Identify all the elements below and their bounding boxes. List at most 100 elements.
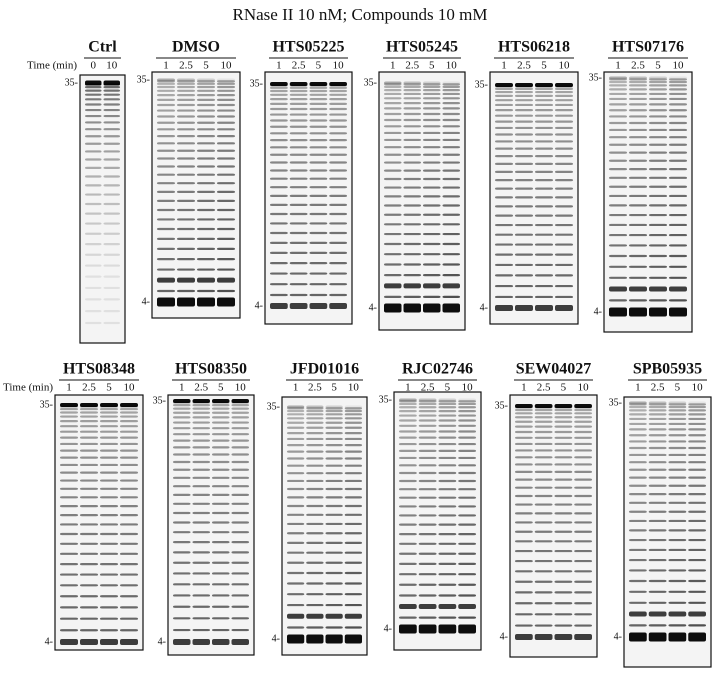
band (668, 413, 687, 416)
band (306, 413, 324, 416)
band (648, 405, 667, 409)
band (217, 142, 235, 145)
band (495, 114, 513, 117)
band (535, 214, 553, 217)
band (515, 205, 533, 208)
band (649, 109, 667, 112)
band (100, 463, 118, 467)
band (629, 501, 647, 504)
band (85, 142, 102, 145)
band (535, 205, 553, 208)
band (535, 179, 553, 182)
band (438, 496, 457, 499)
band (515, 274, 533, 277)
band (535, 83, 553, 87)
band (289, 272, 308, 275)
band (534, 478, 553, 481)
band (423, 303, 441, 313)
band (212, 411, 230, 414)
band (157, 142, 175, 145)
band (325, 426, 343, 429)
band (197, 78, 215, 82)
band (609, 213, 627, 217)
band (554, 530, 573, 533)
band (438, 442, 457, 446)
band (515, 243, 533, 246)
band (217, 128, 235, 131)
band (403, 83, 421, 86)
figure-title: RNase II 10 nM; Compounds 10 mM (233, 5, 488, 24)
band (515, 114, 533, 117)
band (103, 321, 120, 325)
band (217, 237, 235, 240)
band (438, 410, 457, 413)
band (515, 420, 533, 423)
band (669, 299, 687, 302)
band (609, 78, 627, 81)
band (231, 594, 249, 597)
band (629, 115, 647, 118)
band (309, 241, 328, 244)
band (100, 639, 118, 645)
band (80, 487, 98, 490)
band (289, 86, 308, 89)
band (344, 413, 362, 416)
band (458, 488, 476, 491)
band (100, 487, 118, 490)
band (418, 533, 437, 536)
band (289, 262, 308, 265)
band (100, 552, 118, 555)
band (609, 254, 627, 258)
band (120, 411, 138, 414)
band (535, 162, 553, 165)
size-marker: 4- (384, 623, 392, 634)
band (192, 399, 210, 403)
band (609, 185, 627, 188)
band (173, 446, 191, 449)
band (344, 561, 362, 564)
band (120, 639, 138, 645)
band (289, 203, 308, 206)
band (629, 128, 647, 132)
band (212, 541, 230, 544)
band (649, 97, 667, 101)
band (648, 468, 667, 471)
band (289, 283, 308, 286)
band (80, 595, 98, 598)
band (495, 243, 513, 246)
band (306, 593, 324, 596)
band (270, 293, 288, 297)
band (442, 89, 460, 92)
gel-box (509, 394, 598, 658)
band (120, 420, 138, 423)
band (458, 400, 476, 403)
band (403, 97, 421, 100)
band (60, 425, 78, 428)
band (649, 213, 667, 217)
band (85, 158, 102, 161)
band (418, 552, 437, 555)
band (458, 479, 476, 483)
band (231, 572, 249, 575)
band (212, 427, 230, 430)
lane-label: 10 (559, 60, 571, 72)
band (535, 126, 553, 130)
band (609, 159, 627, 162)
band (80, 436, 98, 439)
band (120, 629, 138, 632)
band (668, 446, 687, 450)
band (231, 407, 249, 410)
band (85, 150, 102, 153)
band (177, 149, 195, 152)
band (289, 102, 308, 105)
band (515, 540, 533, 543)
band (289, 132, 308, 135)
band (609, 84, 627, 87)
band (669, 151, 687, 154)
band (120, 430, 138, 433)
band (458, 562, 476, 565)
band (534, 624, 553, 627)
lane-label: 2.5 (82, 382, 96, 394)
band (157, 237, 175, 240)
